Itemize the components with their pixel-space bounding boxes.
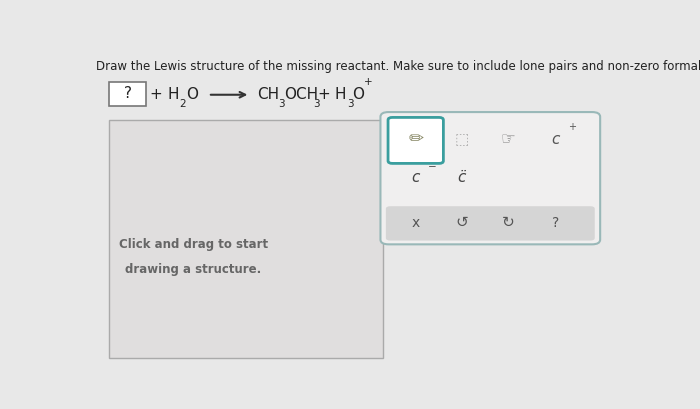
Text: c̈: c̈ xyxy=(458,170,466,185)
Text: H: H xyxy=(168,87,179,102)
Text: 3: 3 xyxy=(346,99,354,109)
Text: x: x xyxy=(412,216,420,230)
Text: 2: 2 xyxy=(180,99,186,109)
Bar xyxy=(109,82,146,106)
Text: 3: 3 xyxy=(278,99,284,109)
Text: Click and drag to start: Click and drag to start xyxy=(119,238,268,251)
Text: H: H xyxy=(335,87,346,102)
Text: O: O xyxy=(352,87,364,102)
Text: c: c xyxy=(412,170,420,185)
Text: Draw the Lewis structure of the missing reactant. Make sure to include lone pair: Draw the Lewis structure of the missing … xyxy=(96,60,700,73)
FancyBboxPatch shape xyxy=(388,117,443,164)
Text: ?: ? xyxy=(552,216,559,230)
Text: +: + xyxy=(317,87,330,102)
Text: +: + xyxy=(364,77,373,87)
Text: c: c xyxy=(552,132,560,147)
Text: 3: 3 xyxy=(313,99,320,109)
Text: ↺: ↺ xyxy=(456,216,468,230)
Text: ⬚: ⬚ xyxy=(454,132,469,147)
Text: OCH: OCH xyxy=(284,87,318,102)
Text: drawing a structure.: drawing a structure. xyxy=(125,263,261,276)
Text: ?: ? xyxy=(124,86,132,101)
Bar xyxy=(109,120,383,358)
Text: CH: CH xyxy=(258,87,279,102)
Text: O: O xyxy=(186,87,198,102)
FancyBboxPatch shape xyxy=(381,112,600,244)
FancyBboxPatch shape xyxy=(386,206,595,240)
Text: ↻: ↻ xyxy=(502,216,514,230)
Text: +: + xyxy=(568,122,575,132)
Text: ✏: ✏ xyxy=(408,130,424,148)
Text: −: − xyxy=(428,162,436,171)
Text: ☞: ☞ xyxy=(500,130,515,148)
Text: +: + xyxy=(149,87,162,102)
